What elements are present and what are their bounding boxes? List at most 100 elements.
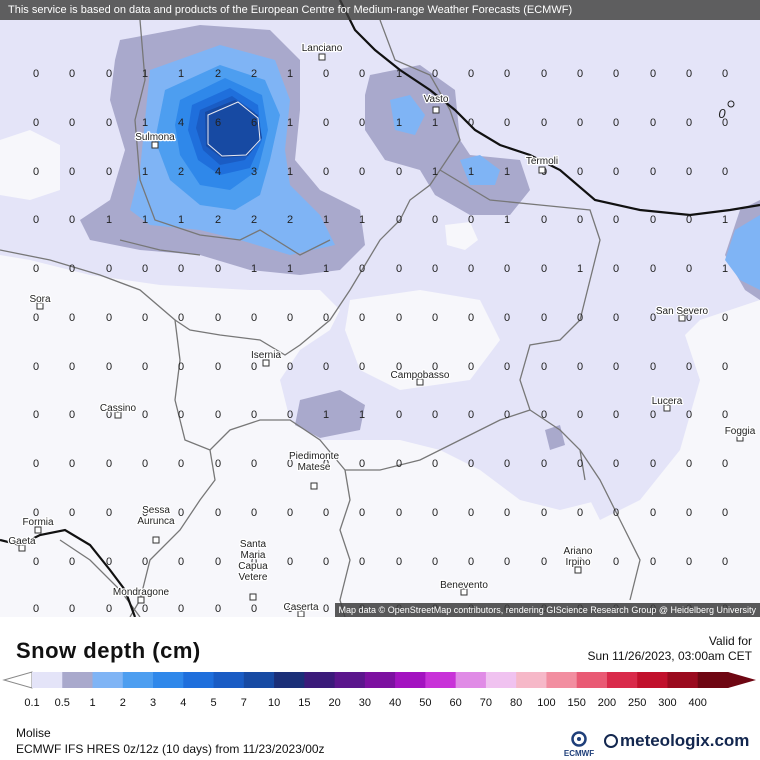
city-gaeta: Gaeta bbox=[7, 535, 37, 552]
grid-value: 0 bbox=[504, 117, 510, 129]
grid-value: 0 bbox=[432, 361, 438, 373]
city-marker bbox=[249, 593, 257, 601]
grid-value: 0 bbox=[215, 409, 221, 421]
grid-value: 0 bbox=[650, 263, 656, 275]
legend-swatch bbox=[425, 672, 457, 688]
grid-value: 0 bbox=[541, 214, 547, 226]
grid-value: 0 bbox=[359, 263, 365, 275]
meteologix-logo[interactable]: meteologix.com bbox=[604, 731, 749, 751]
city-marker bbox=[152, 536, 160, 544]
grid-value: 0 bbox=[650, 166, 656, 178]
grid-value: 0 bbox=[359, 556, 365, 568]
grid-value: 0 bbox=[468, 458, 474, 470]
grid-value: 0 bbox=[396, 214, 402, 226]
grid-value: 0 bbox=[215, 603, 221, 615]
snow-depth-map[interactable]: 0 0 0 1 1 2 2 1 0 0 1 0 0 0 0 0 0 0 0 0 0 0 0 1 4 6 6 1 0 0 1 1 0 0 0 0 0 0 0 0… bbox=[0, 0, 760, 617]
ecmwf-logo[interactable]: ECMWF bbox=[562, 730, 596, 758]
isoline-zero-label: 0 bbox=[718, 106, 726, 121]
grid-value: 0 bbox=[686, 166, 692, 178]
grid-value: 0 bbox=[396, 166, 402, 178]
grid-value: 0 bbox=[69, 214, 75, 226]
grid-value: 0 bbox=[323, 556, 329, 568]
grid-value: 0 bbox=[577, 361, 583, 373]
legend-label: 5 bbox=[211, 697, 217, 709]
grid-value: 0 bbox=[468, 117, 474, 129]
grid-value: 0 bbox=[106, 166, 112, 178]
legend-label: 30 bbox=[359, 697, 371, 709]
city-caserta: Caserta bbox=[282, 601, 320, 617]
legend-swatch bbox=[92, 672, 124, 688]
grid-value: 0 bbox=[432, 507, 438, 519]
grid-value: 0 bbox=[613, 312, 619, 324]
grid-value: 0 bbox=[686, 458, 692, 470]
snow-area-7cm bbox=[205, 100, 262, 158]
grid-value: 0 bbox=[106, 603, 112, 615]
grid-value: 0 bbox=[323, 507, 329, 519]
grid-value: 0 bbox=[251, 603, 257, 615]
grid-value: 0 bbox=[396, 556, 402, 568]
grid-value: 0 bbox=[504, 507, 510, 519]
legend-label: 0.1 bbox=[24, 697, 39, 709]
ecmwf-logo-text: ECMWF bbox=[564, 749, 594, 758]
grid-value: 0 bbox=[577, 507, 583, 519]
grid-value: 0 bbox=[33, 556, 39, 568]
grid-value: 0 bbox=[106, 117, 112, 129]
grid-value: 0 bbox=[432, 214, 438, 226]
grid-value: 0 bbox=[33, 117, 39, 129]
legend-label: 3 bbox=[150, 697, 156, 709]
grid-value: 0 bbox=[69, 263, 75, 275]
grid-value: 0 bbox=[577, 166, 583, 178]
legend-label: 60 bbox=[450, 697, 462, 709]
city-vasto: Vasto bbox=[422, 93, 450, 114]
snow-area-white-patch-3 bbox=[0, 130, 60, 200]
grid-value: 1 bbox=[432, 166, 438, 178]
region-borders bbox=[0, 19, 641, 617]
grid-value: 0 bbox=[686, 507, 692, 519]
city-marker bbox=[432, 106, 440, 114]
legend-swatch bbox=[364, 672, 396, 688]
grid-value: 4 bbox=[178, 117, 184, 129]
grid-value: 0 bbox=[287, 458, 293, 470]
snow-layer bbox=[0, 20, 760, 520]
legend-arrow-right bbox=[728, 672, 756, 688]
grid-value: 0 bbox=[359, 361, 365, 373]
grid-value: 0 bbox=[106, 507, 112, 519]
grid-value: 1 bbox=[722, 263, 728, 275]
legend-labels: 0.1 0.5 1 2 3 4 5 7 10 15 20 30 40 50 60 70 80 100 150 200 2… bbox=[24, 697, 707, 709]
city-label: Sora bbox=[29, 294, 51, 305]
grid-value: 0 bbox=[722, 68, 728, 80]
city-marker bbox=[151, 141, 159, 149]
map-attribution[interactable]: Map data © OpenStreetMap contributors, r… bbox=[334, 603, 760, 617]
grid-value: 0 bbox=[650, 214, 656, 226]
city-marker bbox=[736, 434, 744, 442]
grid-value: 0 bbox=[468, 68, 474, 80]
grid-value: 0 bbox=[178, 361, 184, 373]
city-marker bbox=[36, 302, 44, 310]
city-label: Sulmona bbox=[135, 132, 175, 143]
city-marker bbox=[678, 314, 686, 322]
legend-swatch bbox=[606, 672, 638, 688]
snow-area-white-patch-2 bbox=[445, 222, 478, 250]
grid-value: 0 bbox=[577, 68, 583, 80]
meteologix-brand-text: meteologix.com bbox=[620, 731, 750, 750]
coastlines bbox=[0, 0, 760, 617]
city-marker bbox=[137, 596, 145, 604]
legend-swatch bbox=[637, 672, 668, 688]
city-label: Piedimonte Matese bbox=[289, 451, 339, 473]
legend-label: 1 bbox=[89, 697, 95, 709]
city-label: Foggia bbox=[725, 426, 756, 437]
grid-value: 0 bbox=[504, 556, 510, 568]
grid-value: 6 bbox=[251, 117, 257, 129]
snow-area-1cm-vasto bbox=[390, 95, 425, 135]
grid-value: 2 bbox=[215, 68, 221, 80]
grid-value: 0 bbox=[287, 603, 293, 615]
city-markers: Lanciano Vasto Sulmona Termoli Sora San Sever… bbox=[7, 42, 757, 617]
legend-label: 150 bbox=[568, 697, 586, 709]
grid-value: 0 bbox=[722, 361, 728, 373]
grid-value: 0 bbox=[613, 68, 619, 80]
grid-value: 0 bbox=[722, 458, 728, 470]
grid-value: 1 bbox=[432, 117, 438, 129]
grid-value: 1 bbox=[396, 117, 402, 129]
grid-value: 0 bbox=[142, 603, 148, 615]
grid-value: 0 bbox=[215, 361, 221, 373]
